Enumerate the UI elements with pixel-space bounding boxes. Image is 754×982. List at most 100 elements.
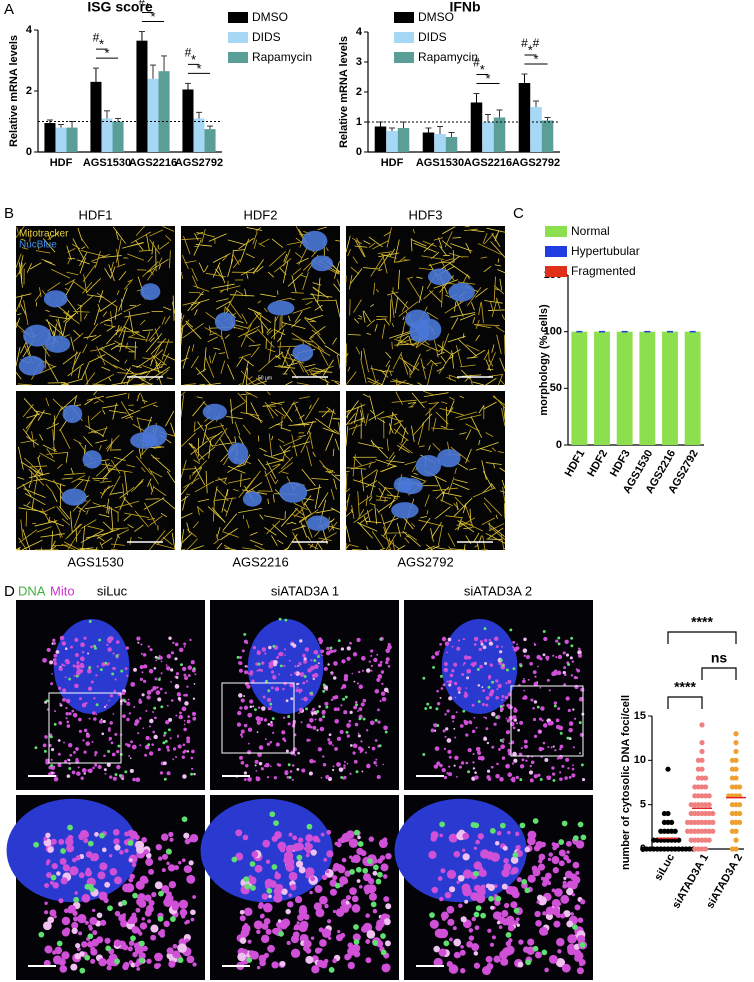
mitochondria	[379, 699, 382, 703]
mitochondria	[319, 895, 328, 905]
dna-focus	[120, 669, 124, 673]
mitochondria	[494, 841, 500, 846]
mitochondria	[124, 883, 135, 893]
mitochondria	[244, 929, 250, 936]
mitochondria	[112, 364, 126, 371]
mitochondria	[116, 533, 120, 539]
mitochondria	[170, 422, 176, 437]
mitochondria	[328, 521, 338, 532]
mitochondria	[106, 643, 109, 646]
point	[687, 846, 693, 852]
mitochondria	[206, 382, 221, 386]
mitochondria	[310, 372, 322, 376]
mitochondria	[283, 445, 291, 453]
mitochondria	[208, 233, 227, 242]
point	[699, 828, 705, 834]
dna-focus	[273, 820, 279, 826]
mitochondria	[187, 290, 205, 312]
x-tick-label: siLuc	[652, 852, 677, 883]
mitochondria	[368, 836, 375, 842]
mitochondria	[376, 318, 387, 321]
mitochondria	[117, 692, 121, 696]
mitochondria	[229, 294, 255, 297]
mitochondria	[290, 697, 294, 701]
mitochondria	[182, 301, 197, 306]
mitochondria	[288, 315, 291, 322]
mitochondria	[192, 716, 197, 721]
mitochondria	[369, 395, 377, 420]
mitochondria	[473, 861, 483, 870]
y-tick-label: 10	[634, 754, 646, 766]
mitochondria	[312, 725, 317, 730]
point	[706, 802, 712, 808]
mitochondria	[274, 686, 280, 692]
mitochondria	[140, 401, 157, 409]
mitochondria	[503, 863, 511, 871]
mitochondria	[59, 858, 67, 865]
mitochondria	[298, 662, 302, 666]
bar	[204, 129, 216, 152]
mitochondria	[317, 334, 326, 345]
mitochondria	[22, 428, 33, 442]
mitochondria	[149, 530, 166, 551]
mitochondria	[239, 238, 250, 263]
mitochondria	[108, 727, 111, 730]
mitochondria	[340, 704, 343, 707]
mitochondria	[208, 325, 212, 334]
mitochondria	[320, 532, 337, 543]
mitochondria	[97, 871, 106, 880]
mitochondria	[362, 873, 372, 882]
mitochondria	[237, 464, 245, 468]
mitochondria	[538, 853, 546, 861]
y-tick-label: 50	[550, 382, 562, 394]
mitochondria	[380, 254, 397, 259]
mitochondria	[465, 429, 472, 440]
mitochondria	[130, 682, 136, 687]
mitochondria	[382, 517, 399, 525]
mitochondria	[533, 734, 538, 738]
mitochondria	[193, 239, 202, 256]
mitochondria	[176, 735, 180, 738]
mitochondria	[267, 723, 271, 726]
dna-focus	[87, 933, 94, 940]
mitochondria	[114, 876, 122, 885]
mitochondria	[507, 772, 513, 778]
mitochondria	[515, 722, 519, 725]
dna-focus	[436, 724, 440, 727]
mitochondria	[364, 751, 367, 754]
mitochondria	[267, 498, 270, 504]
mitochondria	[149, 229, 164, 237]
mitochondria	[344, 953, 351, 961]
mitochondria	[385, 657, 390, 662]
mitochondria	[497, 269, 506, 274]
mitochondria	[300, 721, 303, 724]
mitochondria	[328, 936, 332, 940]
mitochondria	[129, 242, 145, 247]
mitochondria	[154, 881, 163, 890]
mitochondria	[370, 367, 387, 373]
mitochondria	[63, 741, 65, 744]
mitochondria	[115, 640, 120, 644]
mitochondria	[436, 689, 439, 693]
mitochondria	[325, 471, 333, 474]
dna-focus	[473, 870, 479, 877]
mitochondria	[376, 417, 386, 424]
nucleus	[437, 448, 461, 468]
dna-focus	[79, 967, 86, 974]
mitochondria	[236, 722, 242, 727]
mitochondria	[446, 680, 449, 683]
mitochondria	[122, 714, 126, 718]
mitochondria	[315, 417, 336, 434]
point	[695, 793, 702, 799]
dna-focus	[310, 691, 313, 695]
mitochondria	[124, 312, 150, 318]
mitochondria	[261, 325, 264, 334]
mitochondria	[68, 759, 71, 762]
mitochondria	[466, 676, 470, 680]
significance-label: ****	[674, 679, 696, 695]
point	[651, 846, 657, 852]
mitochondria	[82, 525, 86, 549]
mitochondria	[202, 425, 208, 445]
nucleus	[427, 268, 452, 285]
mitochondria	[82, 281, 93, 294]
